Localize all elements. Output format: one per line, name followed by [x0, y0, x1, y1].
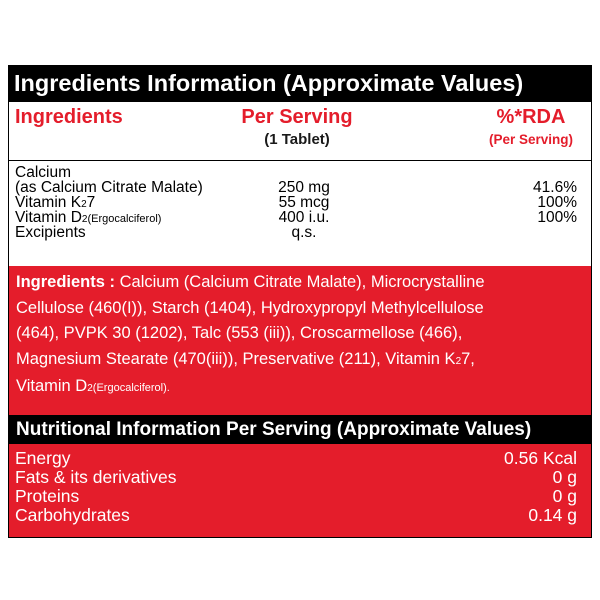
ingredient-amount: 250 mg [278, 179, 330, 196]
ingredient-rda: 100% [537, 194, 577, 211]
nutrition-row: Proteins 0 g [9, 487, 591, 505]
ingredients-line: Ingredients : Calcium (Calcium Citrate M… [16, 273, 485, 291]
table-row: Vitamin K27 55 mcg 100% [9, 194, 591, 211]
table-row: Vitamin D2(Ergocalciferol) 400 i.u. 100% [9, 209, 591, 226]
header-rda: %*RDA [496, 106, 566, 128]
ingredients-label: Ingredients : [16, 273, 116, 291]
header-ingredients: Ingredients [15, 106, 123, 128]
ingredient-amount: 400 i.u. [278, 209, 330, 226]
nutrient-label: Carbohydrates [15, 505, 130, 525]
ingredients-list-text: Ingredients : Calcium (Calcium Citrate M… [16, 270, 588, 402]
ingredient-rda: 41.6% [533, 179, 577, 196]
ingredient-name: Vitamin K27 [15, 194, 96, 211]
nutrition-info-title: Nutritional Information Per Serving (App… [9, 415, 591, 444]
header-rda-sub: (Per Serving) [488, 132, 574, 147]
header-per-serving: Per Serving [241, 106, 353, 128]
nutrient-label: Energy [15, 448, 71, 468]
ingredient-name: Excipients [15, 224, 86, 241]
ingredients-column-headers: Ingredients Per Serving (1 Tablet) %*RDA… [9, 102, 591, 161]
ingredient-name: Vitamin D2(Ergocalciferol) [15, 209, 162, 226]
ingredients-line: Magnesium Stearate (470(iii)), Preservat… [16, 349, 475, 368]
nutrient-value: 0 g [552, 467, 577, 487]
ingredients-list-box: Ingredients : Calcium (Calcium Citrate M… [9, 266, 591, 415]
header-per-serving-sub: (1 Tablet) [264, 131, 330, 148]
nutrient-value: 0 g [552, 486, 577, 506]
ingredient-name-detail: (as Calcium Citrate Malate) [15, 179, 203, 196]
nutrition-row: Energy 0.56 Kcal [9, 449, 591, 467]
nutrition-table: Energy 0.56 Kcal Fats & its derivatives … [9, 444, 591, 537]
nutrition-row: Fats & its derivatives 0 g [9, 468, 591, 486]
ingredient-amount: 55 mcg [278, 194, 330, 211]
nutrient-value: 0.14 g [528, 505, 577, 525]
nutrition-label-panel: Ingredients Information (Approximate Val… [8, 65, 592, 538]
nutrient-label: Proteins [15, 486, 80, 506]
ingredients-line: (464), PVPK 30 (1202), Talc (553 (iii)),… [16, 324, 463, 342]
ingredient-name: Calcium [15, 164, 71, 181]
ingredients-table-body: Calcium (as Calcium Citrate Malate) 250 … [9, 161, 591, 266]
table-row: Calcium [9, 164, 591, 181]
nutrition-row: Carbohydrates 0.14 g [9, 506, 591, 524]
ingredients-info-title: Ingredients Information (Approximate Val… [9, 66, 591, 102]
ingredient-amount: q.s. [291, 224, 317, 241]
ingredients-line: Cellulose (460(I)), Starch (1404), Hydro… [16, 298, 484, 317]
nutrient-label: Fats & its derivatives [15, 467, 177, 487]
ingredient-rda: 100% [537, 209, 577, 226]
table-row: (as Calcium Citrate Malate) 250 mg 41.6% [9, 179, 591, 196]
ingredients-line: Vitamin D2(Ergocalciferol). [16, 377, 170, 395]
table-row: Excipients q.s. [9, 224, 591, 241]
nutrient-value: 0.56 Kcal [504, 448, 577, 468]
